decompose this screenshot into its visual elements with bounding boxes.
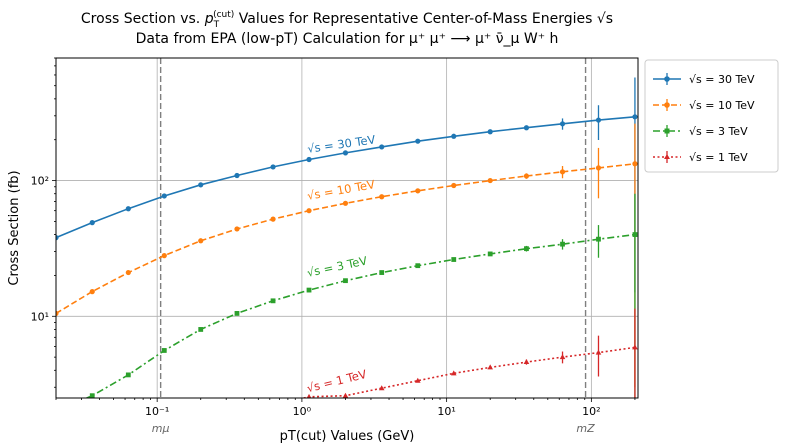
legend-item: √s = 30 TeV [653,73,755,86]
reference-lines: mμ mZ [152,58,595,435]
data-point [270,164,276,170]
series-0 [56,77,638,293]
data-point [234,226,240,232]
x-tick-label: 10¹ [437,405,455,418]
y-tick-label: 10² [31,175,49,188]
data-point [560,241,565,247]
data-point [451,257,457,262]
x-tick-label: 10⁻¹ [145,405,169,418]
legend-box [644,59,779,173]
data-point [342,392,349,398]
legend-label: √s = 10 TeV [689,99,755,112]
legend-marker [664,102,670,108]
data-point [161,193,167,199]
data-point [415,263,421,269]
legend-label: √s = 1 TeV [689,151,748,164]
data-point [632,232,638,237]
grid [56,58,638,398]
series-3 [270,308,638,408]
x-tick-label: 10⁰ [293,405,312,418]
series-line [300,346,636,398]
data-point [161,348,167,353]
legend-item: √s = 3 TeV [653,125,748,138]
data-point [523,125,530,131]
data-point [378,385,385,391]
reference-line-label: mZ [576,422,595,435]
data-point [379,270,385,275]
data-point [595,117,602,123]
data-point [56,235,59,241]
data-point [379,194,385,200]
data-point [415,138,421,144]
y-tick-label: 10¹ [31,310,49,323]
data-point [198,238,204,244]
data-point [559,169,566,175]
data-point [487,251,493,257]
data-point [125,206,131,212]
chart-title-line-2: Data from EPA (low-pT) Calculation for μ… [136,31,559,47]
data-point [89,220,95,226]
data-point [450,370,457,376]
data-point [523,359,530,365]
plot-area [56,58,638,398]
data-point [379,144,385,150]
data-point [270,298,276,304]
series-2 [54,193,638,414]
data-point [524,246,529,252]
data-point [306,156,312,163]
data-point [198,182,204,188]
data-point [89,393,95,398]
legend-marker [664,154,670,159]
data-point [306,393,312,398]
data-point [595,165,602,171]
data-point [54,409,59,414]
y-axis-label: Cross Section (fb) [7,170,22,285]
data-point [487,177,493,184]
data-point [523,173,530,179]
legend-label: √s = 30 TeV [689,73,755,86]
data-point [161,252,167,259]
legend-marker [664,128,670,134]
data-point [487,364,493,370]
data-point [234,172,240,179]
data-point [342,150,349,156]
data-point [343,278,348,284]
data-point [487,129,493,135]
data-point [632,114,638,120]
data-point [89,289,95,295]
data-point [306,287,312,293]
data-point [125,269,131,276]
data-point [415,188,421,194]
data-point [306,208,312,214]
data-point [234,311,240,316]
legend: √s = 30 TeV √s = 10 TeV √s = 3 TeV √s = 1 T… [644,59,779,173]
axis-ticks: 10⁻¹ 10⁰ 10¹ 10² 10¹ 10² [31,57,636,418]
data-point [632,161,638,167]
x-axis-label: pT(cut) Values (GeV) [280,429,415,444]
data-point [198,327,204,332]
data-point [595,349,602,355]
data-point [270,403,276,408]
data-point [451,133,457,139]
data-point [596,236,601,242]
data-point [270,216,276,222]
data-point [56,310,59,317]
reference-line-label: mμ [152,422,170,435]
data-point [559,121,566,127]
data-point [125,372,131,378]
x-tick-label: 10² [582,405,600,418]
data-point [414,377,421,383]
legend-marker [664,76,670,82]
legend-label: √s = 3 TeV [689,125,748,138]
data-point [632,344,638,350]
legend-item: √s = 10 TeV [653,99,755,112]
data-point [451,182,457,189]
data-point [559,354,566,360]
series-layer [54,77,638,414]
legend-item: √s = 1 TeV [653,151,748,164]
data-point [342,200,349,206]
plot-frame [55,57,639,399]
chart-title-line-1: Cross Section vs. pT(cut) Values for Rep… [81,10,613,30]
